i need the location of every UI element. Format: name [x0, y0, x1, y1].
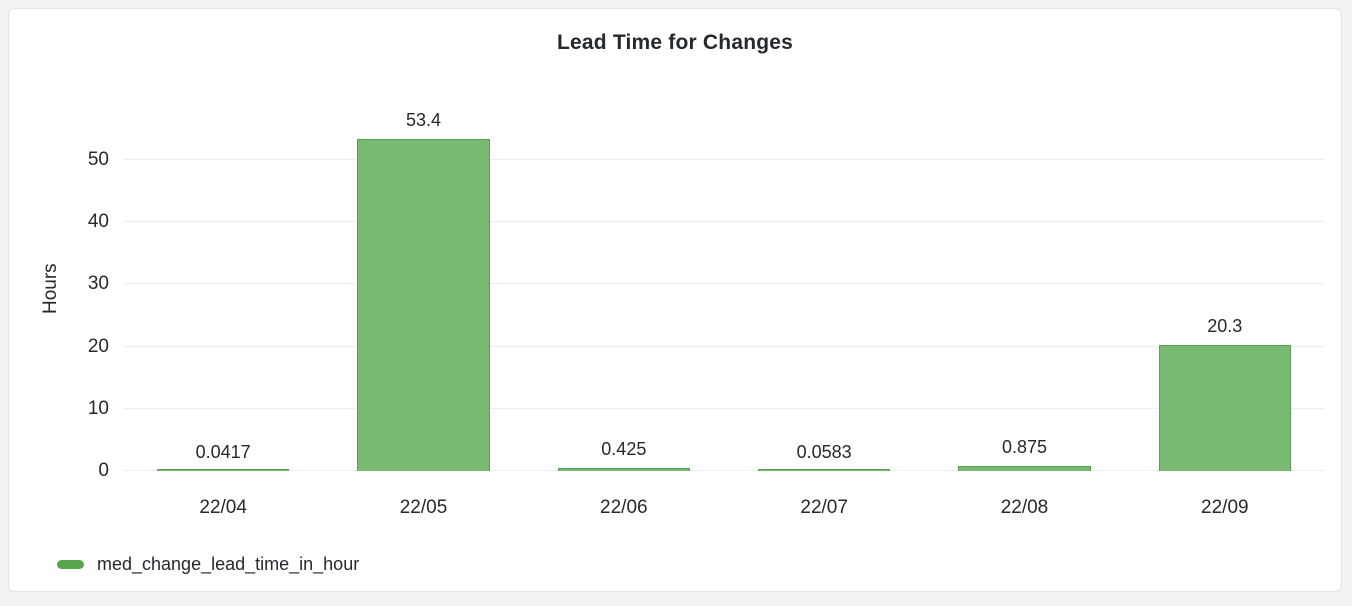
y-tick-label: 10: [87, 397, 109, 419]
bar-22-05[interactable]: [357, 138, 490, 471]
bar-22-07[interactable]: [758, 469, 891, 471]
gridline: [123, 159, 1325, 161]
x-tick-label: 22/09: [1201, 497, 1249, 518]
bar-group: 0.875 22/08: [924, 101, 1124, 518]
bar-22-06[interactable]: [557, 468, 690, 471]
x-tick-label: 22/08: [1000, 497, 1049, 518]
y-tick-label: 40: [87, 211, 109, 233]
bar-group: 53.4 22/05: [323, 101, 523, 518]
bars-layer: 0.0417 22/04 53.4 22/05 0.425 22/06 0.0583 22/0…: [123, 101, 1325, 518]
x-tick-label: 22/05: [399, 497, 448, 518]
bar-value-label: 0.875: [1001, 436, 1047, 457]
y-tick-label: 20: [87, 335, 109, 357]
chart-title: Lead Time for Changes: [556, 31, 794, 54]
gridline: [123, 470, 1325, 471]
gridline: [123, 221, 1325, 223]
legend-item[interactable]: med_change_lead_time_in_hour: [57, 554, 359, 575]
bar-value-label: 0.0417: [195, 441, 251, 462]
chart-panel: Lead Time for Changes Hours 0 10 20 30 40 50 …: [8, 8, 1342, 592]
y-tick-label: 0: [98, 460, 109, 481]
plot-area: 0 10 20 30 40 50 0.0417 22/04 53.4 22/05 0.425 22/…: [88, 101, 1325, 518]
bar-group: 0.0417 22/04: [123, 101, 323, 518]
y-tick-label: 50: [87, 149, 109, 171]
bar-22-08[interactable]: [958, 465, 1091, 471]
x-tick-label: 22/06: [600, 497, 648, 518]
gridline: [123, 407, 1325, 409]
bar-group: 20.3 22/09: [1125, 101, 1325, 518]
bar-value-label: 0.0583: [796, 441, 852, 462]
x-tick-label: 22/07: [800, 497, 848, 518]
bar-group: 0.0583 22/07: [724, 101, 924, 518]
gridline: [123, 345, 1325, 347]
y-tick-label: 30: [87, 273, 109, 295]
gridline: [123, 283, 1325, 285]
legend-series-label: med_change_lead_time_in_hour: [97, 554, 360, 574]
bar-value-label: 20.3: [1207, 315, 1243, 336]
bar-group: 0.425 22/06: [524, 101, 724, 518]
bar-value-label: 0.425: [601, 439, 647, 460]
x-tick-label: 22/04: [199, 497, 247, 518]
bar-22-04[interactable]: [157, 469, 290, 471]
legend-swatch-icon: [57, 560, 84, 569]
bar-22-09[interactable]: [1158, 344, 1291, 471]
bar-value-label: 53.4: [405, 109, 442, 130]
y-axis-label: Hours: [40, 263, 61, 314]
